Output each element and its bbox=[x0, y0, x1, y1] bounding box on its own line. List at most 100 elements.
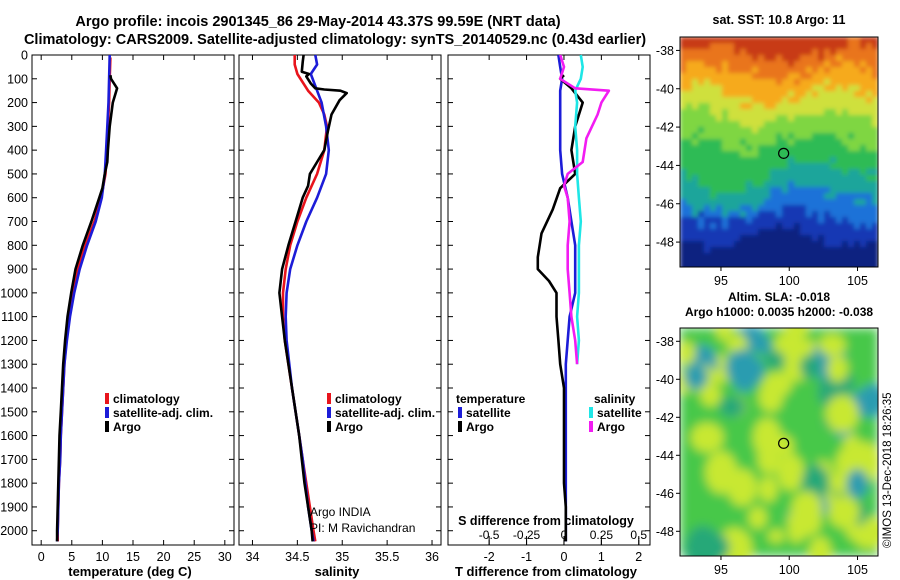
sst-cell bbox=[830, 133, 837, 140]
sst-cell bbox=[692, 37, 699, 44]
sst-cell bbox=[710, 85, 717, 92]
sst-cell bbox=[836, 127, 843, 134]
sst-cell bbox=[812, 127, 819, 134]
sst-cell bbox=[722, 73, 729, 80]
sst-cell bbox=[866, 145, 873, 152]
sst-cell bbox=[842, 49, 849, 56]
sst-cell bbox=[830, 103, 837, 110]
sst-cell bbox=[812, 103, 819, 110]
sst-cell bbox=[728, 259, 735, 266]
sst-cell bbox=[704, 205, 711, 212]
sst-cell bbox=[860, 235, 867, 242]
sst-cell bbox=[794, 265, 801, 267]
sst-cell bbox=[710, 91, 717, 98]
sst-cell bbox=[860, 97, 867, 104]
sst-cell bbox=[866, 169, 873, 176]
argo-location-marker bbox=[778, 437, 790, 449]
sst-cell bbox=[758, 37, 765, 44]
sst-cell bbox=[812, 151, 819, 158]
sst-cell bbox=[692, 157, 699, 164]
sst-cell bbox=[746, 265, 753, 267]
sst-cell bbox=[866, 61, 873, 68]
sst-cell bbox=[734, 199, 741, 206]
sst-cell bbox=[704, 181, 711, 188]
sst-cell bbox=[758, 73, 765, 80]
sst-cell bbox=[794, 121, 801, 128]
sst-cell bbox=[824, 181, 831, 188]
sst-cell bbox=[812, 223, 819, 230]
sst-cell bbox=[722, 163, 729, 170]
sla-map-title: Altim. SLA: -0.018 bbox=[728, 290, 830, 304]
depth-tick-label: 1900 bbox=[0, 500, 28, 514]
sst-cell bbox=[770, 145, 777, 152]
sst-cell bbox=[794, 187, 801, 194]
sst-cell bbox=[692, 235, 699, 242]
sst-cell bbox=[686, 199, 693, 206]
sst-cell bbox=[830, 109, 837, 116]
sst-cell bbox=[776, 115, 783, 122]
sst-cell bbox=[746, 229, 753, 236]
sst-cell bbox=[842, 43, 849, 50]
sst-cell bbox=[818, 175, 825, 182]
sst-cell bbox=[758, 43, 765, 50]
sst-cell bbox=[842, 241, 849, 248]
sst-cell bbox=[788, 187, 795, 194]
sst-cell bbox=[782, 235, 789, 242]
difference-legend: temperature salinity satellite Argo sate… bbox=[456, 392, 642, 434]
x-tick-label: 20 bbox=[157, 550, 171, 564]
sst-cell bbox=[824, 223, 831, 230]
difference-panel: -2 -1 0 1 2 -0.5 -0.25 0 0.25 0.5 bbox=[447, 54, 651, 564]
sst-cell bbox=[764, 193, 771, 200]
sst-cell bbox=[752, 55, 759, 62]
sst-cell bbox=[842, 157, 849, 164]
sst-cell bbox=[866, 193, 873, 200]
sst-cell bbox=[794, 91, 801, 98]
sst-cell bbox=[848, 169, 855, 176]
sst-cell bbox=[734, 193, 741, 200]
sst-cell bbox=[800, 163, 807, 170]
sst-cell bbox=[746, 175, 753, 182]
sst-cell bbox=[710, 241, 717, 248]
sst-cell bbox=[800, 253, 807, 260]
sst-cell bbox=[854, 79, 861, 86]
sst-cell bbox=[842, 229, 849, 236]
sst-cell bbox=[704, 259, 711, 266]
sst-cell bbox=[770, 55, 777, 62]
sst-cell bbox=[842, 103, 849, 110]
sst-cell bbox=[806, 163, 813, 170]
sst-cell bbox=[794, 241, 801, 248]
x-tick-label: 34.5 bbox=[285, 550, 309, 564]
sst-cell bbox=[764, 265, 771, 267]
series-line-temperature-satellite bbox=[557, 54, 577, 542]
sst-cell bbox=[704, 91, 711, 98]
sst-cell bbox=[752, 223, 759, 230]
sst-cell bbox=[740, 67, 747, 74]
sst-cell bbox=[734, 217, 741, 224]
sst-cell bbox=[686, 187, 693, 194]
sst-cell bbox=[686, 205, 693, 212]
sst-cell bbox=[734, 265, 741, 267]
temperature-xlabel: temperature (deg C) bbox=[68, 564, 192, 579]
sst-cell bbox=[752, 235, 759, 242]
sla-blob bbox=[680, 340, 696, 366]
sst-cell bbox=[794, 247, 801, 254]
sst-cell bbox=[860, 259, 867, 266]
sst-cell bbox=[848, 181, 855, 188]
sst-cell bbox=[776, 199, 783, 206]
sla-blob bbox=[827, 496, 860, 529]
sst-cell bbox=[722, 109, 729, 116]
sst-cell bbox=[746, 253, 753, 260]
sst-cell bbox=[770, 85, 777, 92]
sst-cell bbox=[764, 97, 771, 104]
sst-cell bbox=[698, 97, 705, 104]
sst-cell bbox=[776, 169, 783, 176]
sst-cell bbox=[824, 217, 831, 224]
sst-cell bbox=[704, 265, 711, 267]
sst-cell bbox=[872, 151, 878, 158]
sst-cell bbox=[782, 163, 789, 170]
sst-cell bbox=[806, 235, 813, 242]
sst-cell bbox=[812, 187, 819, 194]
sst-cell bbox=[770, 43, 777, 50]
sst-cell bbox=[680, 253, 687, 260]
sst-cell bbox=[836, 253, 843, 260]
